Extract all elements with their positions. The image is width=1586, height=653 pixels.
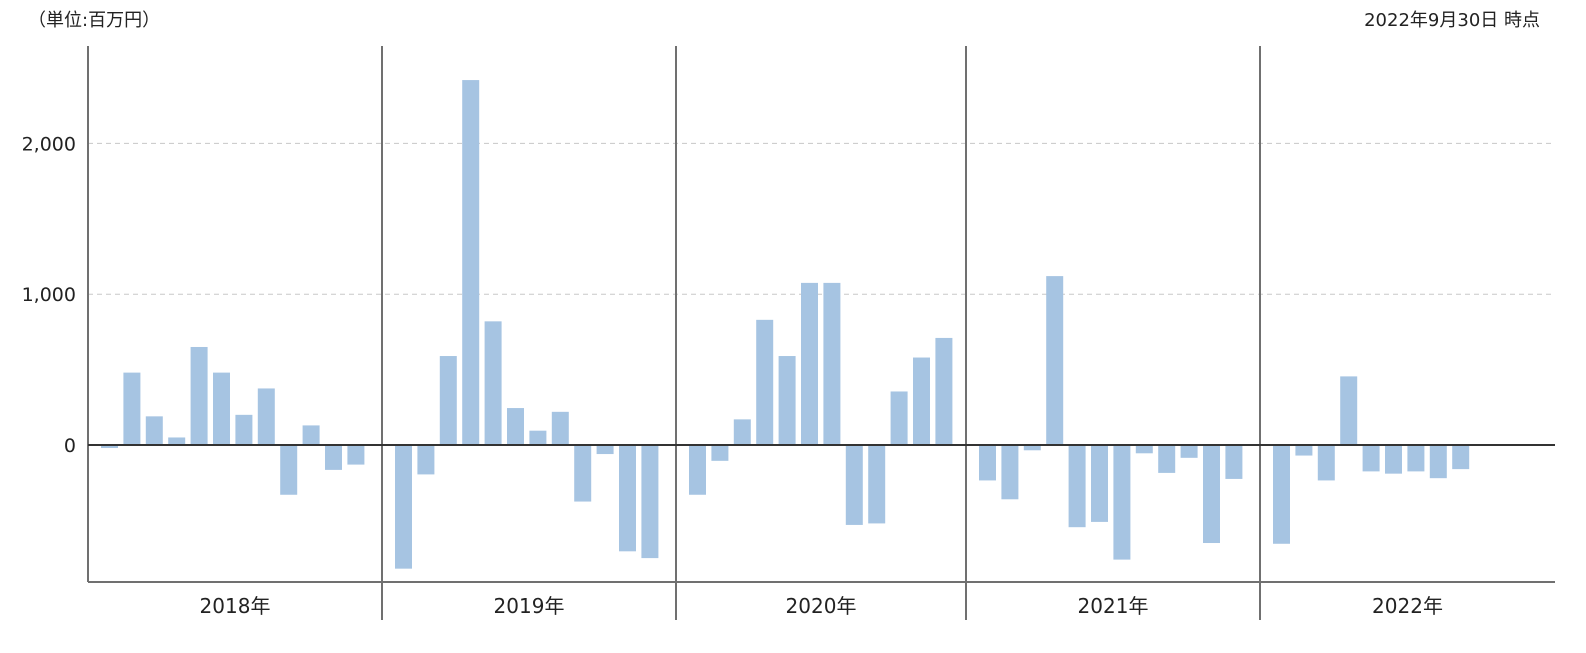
- bar: [756, 319, 774, 445]
- bar: [1113, 445, 1131, 560]
- bar: [1429, 445, 1447, 479]
- bar: [1452, 445, 1470, 470]
- bar: [439, 356, 457, 445]
- bar: [1362, 445, 1380, 472]
- bar: [123, 372, 141, 445]
- bar: [1317, 445, 1335, 481]
- bar: [979, 445, 996, 481]
- labels: 0 1,000 2,000 2018年 2019年 2020年 2021年 2022年: [22, 133, 1443, 618]
- bar: [711, 445, 729, 461]
- bar: [347, 445, 365, 465]
- bar: [168, 437, 186, 445]
- bar: [1180, 445, 1198, 458]
- y-tick-label: 0: [64, 435, 76, 457]
- bar: [823, 282, 841, 445]
- bar: [641, 445, 659, 559]
- bar: [1091, 445, 1108, 522]
- bar: [1407, 445, 1425, 472]
- x-group-label: 2020年: [786, 594, 857, 618]
- bar: [417, 445, 435, 475]
- bar: [145, 416, 163, 445]
- bars: [101, 80, 1470, 569]
- bar: [890, 391, 908, 445]
- bar: [733, 419, 751, 445]
- bar: [551, 411, 569, 445]
- bar: [1203, 445, 1220, 544]
- bar: [574, 445, 592, 502]
- bar: [325, 445, 342, 470]
- bar: [190, 346, 208, 445]
- bar: [778, 356, 796, 445]
- year-dividers: [381, 46, 1261, 620]
- grid-layer: [88, 142, 1555, 295]
- bar: [213, 372, 230, 445]
- bar: [1068, 445, 1086, 528]
- bar: [1046, 276, 1064, 445]
- bar: [1001, 445, 1019, 500]
- bar: [845, 445, 863, 525]
- bar: [257, 388, 275, 445]
- bar: [1225, 445, 1243, 479]
- bar: [1135, 445, 1153, 454]
- axes: [87, 46, 1555, 583]
- x-group-label: 2019年: [494, 594, 565, 618]
- bar: [935, 337, 953, 445]
- bar: [1158, 445, 1176, 473]
- bar: [235, 414, 253, 445]
- as-of-date-label: 2022年9月30日 時点: [1364, 10, 1540, 31]
- bar: [507, 408, 524, 445]
- bar: [395, 445, 412, 569]
- bar: [101, 445, 118, 449]
- bar: [302, 425, 320, 445]
- bar: [1340, 376, 1358, 445]
- bar: [1023, 445, 1041, 451]
- bar: [462, 80, 480, 446]
- x-group-label: 2018年: [200, 594, 271, 618]
- x-group-label: 2021年: [1078, 594, 1149, 618]
- bar: [529, 430, 547, 445]
- bar: [1385, 445, 1402, 474]
- bar: [689, 445, 706, 495]
- bar: [484, 321, 502, 445]
- bar: [280, 445, 298, 495]
- x-group-label: 2022年: [1372, 594, 1443, 618]
- bar: [1295, 445, 1313, 456]
- y-tick-label: 1,000: [22, 284, 76, 306]
- bar: [596, 445, 614, 455]
- bar: [913, 357, 930, 445]
- bar: [1273, 445, 1290, 544]
- bar: [619, 445, 636, 552]
- bar: [868, 445, 886, 524]
- y-tick-label: 2,000: [22, 133, 76, 155]
- bar: [801, 282, 818, 445]
- unit-label: （単位:百万円）: [28, 10, 161, 31]
